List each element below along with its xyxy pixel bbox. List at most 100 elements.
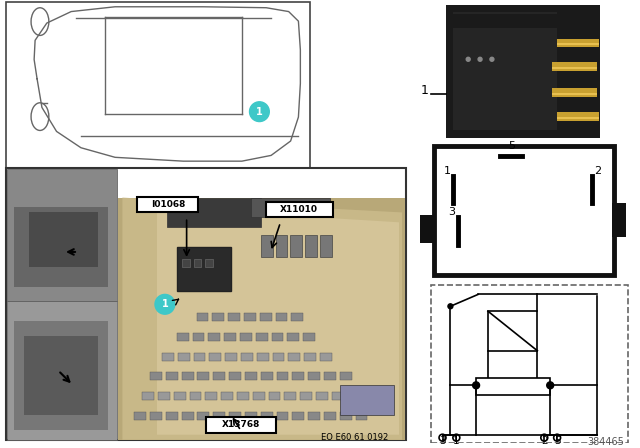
Text: 5: 5 bbox=[508, 141, 515, 151]
Bar bbox=[304, 353, 316, 361]
Bar bbox=[253, 392, 265, 400]
Bar bbox=[193, 259, 202, 267]
Bar bbox=[340, 372, 351, 380]
Bar bbox=[308, 372, 320, 380]
Bar bbox=[356, 412, 367, 420]
Bar bbox=[332, 392, 344, 400]
Bar bbox=[260, 372, 273, 380]
Bar bbox=[292, 412, 304, 420]
Text: X11010: X11010 bbox=[280, 205, 318, 214]
Bar bbox=[292, 372, 304, 380]
Bar bbox=[193, 353, 205, 361]
Bar bbox=[209, 353, 221, 361]
Bar bbox=[289, 353, 300, 361]
Bar bbox=[134, 412, 146, 420]
Bar bbox=[557, 116, 598, 119]
Bar bbox=[300, 392, 312, 400]
Bar bbox=[150, 372, 162, 380]
Bar bbox=[213, 412, 225, 420]
Bar bbox=[225, 353, 237, 361]
Bar bbox=[260, 412, 273, 420]
Bar bbox=[237, 392, 249, 400]
Bar bbox=[178, 353, 189, 361]
Bar bbox=[205, 392, 217, 400]
Bar bbox=[324, 372, 336, 380]
Text: 2: 2 bbox=[594, 166, 601, 176]
Text: 384465: 384465 bbox=[588, 437, 624, 447]
Bar bbox=[447, 5, 600, 138]
Bar bbox=[476, 379, 550, 395]
Text: 1: 1 bbox=[444, 166, 451, 176]
Bar bbox=[305, 235, 317, 257]
Bar bbox=[557, 43, 598, 45]
Bar bbox=[340, 412, 351, 420]
Bar bbox=[276, 235, 287, 257]
Bar bbox=[158, 392, 170, 400]
Bar bbox=[209, 333, 220, 341]
Bar bbox=[29, 212, 98, 267]
Polygon shape bbox=[157, 207, 399, 435]
Bar bbox=[287, 333, 300, 341]
Bar bbox=[166, 372, 178, 380]
Bar bbox=[612, 202, 627, 237]
Bar bbox=[269, 392, 280, 400]
Bar bbox=[245, 412, 257, 420]
Bar bbox=[177, 247, 231, 292]
Bar bbox=[251, 198, 330, 217]
Circle shape bbox=[547, 382, 554, 389]
Polygon shape bbox=[122, 198, 402, 439]
Text: X13768: X13768 bbox=[222, 420, 260, 429]
Text: 1: 1 bbox=[256, 107, 263, 116]
Bar bbox=[303, 333, 315, 341]
Text: 5: 5 bbox=[554, 436, 561, 446]
Bar bbox=[241, 353, 253, 361]
Bar bbox=[162, 353, 174, 361]
Text: 1: 1 bbox=[161, 299, 168, 309]
Circle shape bbox=[250, 102, 269, 121]
Bar bbox=[229, 372, 241, 380]
Text: 1: 1 bbox=[421, 84, 429, 97]
Bar bbox=[221, 392, 233, 400]
Circle shape bbox=[478, 57, 482, 61]
Bar bbox=[150, 412, 162, 420]
Text: 3: 3 bbox=[449, 207, 455, 217]
Bar bbox=[453, 14, 557, 28]
Bar bbox=[453, 12, 557, 130]
Circle shape bbox=[448, 304, 453, 309]
Bar bbox=[260, 313, 271, 321]
Bar bbox=[182, 259, 189, 267]
Bar bbox=[189, 392, 202, 400]
Bar bbox=[557, 39, 598, 47]
Text: EO E60 61 0192: EO E60 61 0192 bbox=[321, 433, 388, 442]
Bar bbox=[229, 412, 241, 420]
Bar bbox=[308, 412, 320, 420]
Bar bbox=[6, 2, 310, 168]
Bar bbox=[142, 392, 154, 400]
Bar bbox=[260, 235, 273, 257]
Text: 2: 2 bbox=[541, 436, 548, 446]
Text: 1: 1 bbox=[453, 436, 460, 446]
Bar bbox=[276, 372, 289, 380]
Bar bbox=[320, 353, 332, 361]
Text: 3: 3 bbox=[439, 436, 446, 446]
Bar bbox=[24, 336, 98, 415]
Bar bbox=[7, 169, 118, 302]
Bar bbox=[205, 259, 213, 267]
Bar bbox=[198, 372, 209, 380]
Bar bbox=[420, 215, 436, 243]
Bar bbox=[256, 333, 268, 341]
Bar bbox=[228, 313, 240, 321]
Bar bbox=[316, 392, 328, 400]
Bar bbox=[552, 88, 596, 97]
Bar bbox=[552, 93, 596, 95]
Circle shape bbox=[490, 57, 494, 61]
Bar bbox=[206, 417, 276, 433]
Bar bbox=[284, 392, 296, 400]
Bar bbox=[276, 412, 289, 420]
Bar bbox=[324, 412, 336, 420]
Bar bbox=[13, 321, 108, 430]
Bar bbox=[174, 392, 186, 400]
Bar bbox=[6, 168, 406, 439]
Bar bbox=[266, 202, 333, 217]
Bar bbox=[291, 235, 302, 257]
